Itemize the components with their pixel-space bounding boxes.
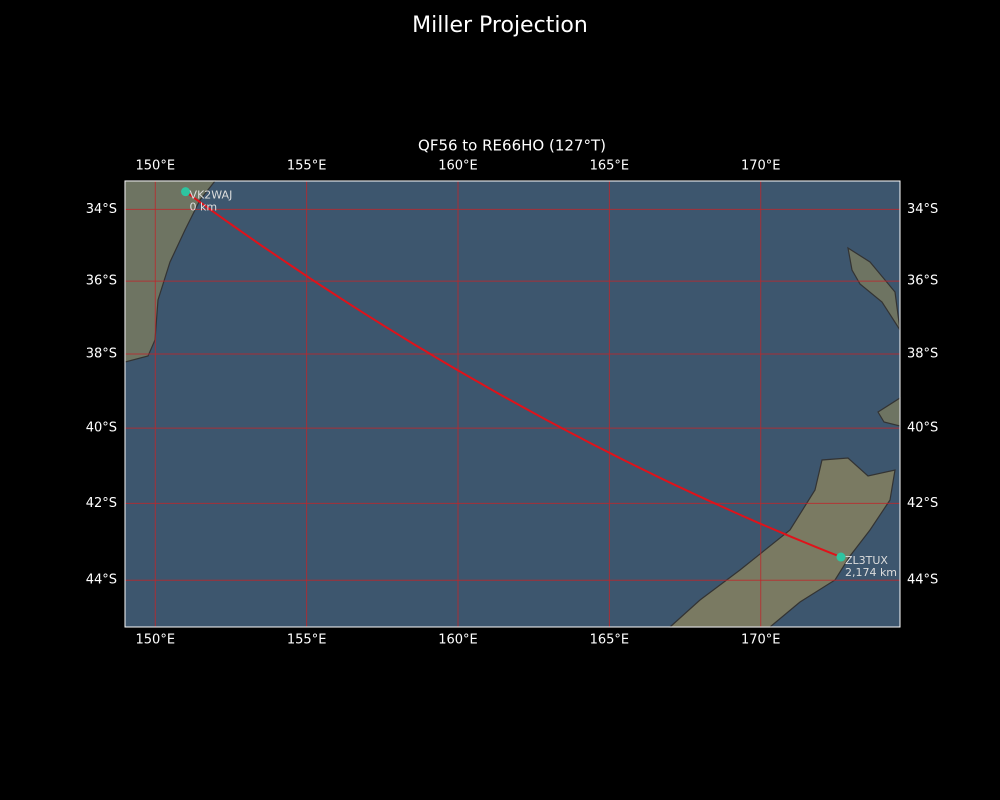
overlay: 150°E 150°E 155°E 155°E 160°E 160°E 165°E 165°E… — [86, 159, 939, 648]
figure-title: Miller Projection — [412, 13, 588, 38]
y-tick-label: 44°S — [907, 573, 938, 588]
y-tick-label: 38°S — [86, 347, 117, 362]
station-marker — [181, 187, 191, 197]
y-tick-label: 38°S — [907, 347, 938, 362]
y-tick-label: 40°S — [907, 421, 938, 436]
station-name: VK2WAJ — [190, 189, 233, 202]
station-distance: 2,174 km — [845, 566, 897, 579]
x-tick-label: 150°E — [136, 633, 176, 648]
x-tick-label: 170°E — [741, 159, 781, 174]
station-marker — [836, 552, 846, 562]
x-tick-label: 155°E — [287, 159, 327, 174]
y-tick-label: 34°S — [86, 202, 117, 217]
y-tick-label: 44°S — [86, 573, 117, 588]
y-tick-label: 40°S — [86, 421, 117, 436]
x-tick-label: 160°E — [438, 633, 478, 648]
station-name: ZL3TUX — [845, 554, 888, 567]
y-tick-label: 42°S — [907, 496, 938, 511]
x-tick-label: 155°E — [287, 633, 327, 648]
y-tick-label: 42°S — [86, 496, 117, 511]
map-subtitle: QF56 to RE66HO (127°T) — [418, 137, 606, 155]
station-distance: 0 km — [190, 201, 218, 214]
x-tick-label: 160°E — [438, 159, 478, 174]
x-tick-label: 165°E — [590, 633, 630, 648]
route-line — [184, 190, 842, 558]
y-tick-label: 36°S — [907, 274, 938, 289]
x-tick-label: 150°E — [136, 159, 176, 174]
map-area — [124, 180, 901, 628]
y-tick-label: 36°S — [86, 274, 117, 289]
map-frame — [124, 180, 901, 628]
land — [668, 457, 896, 628]
x-tick-label: 170°E — [741, 633, 781, 648]
land — [847, 246, 901, 331]
x-tick-label: 165°E — [590, 159, 630, 174]
y-tick-label: 34°S — [907, 202, 938, 217]
